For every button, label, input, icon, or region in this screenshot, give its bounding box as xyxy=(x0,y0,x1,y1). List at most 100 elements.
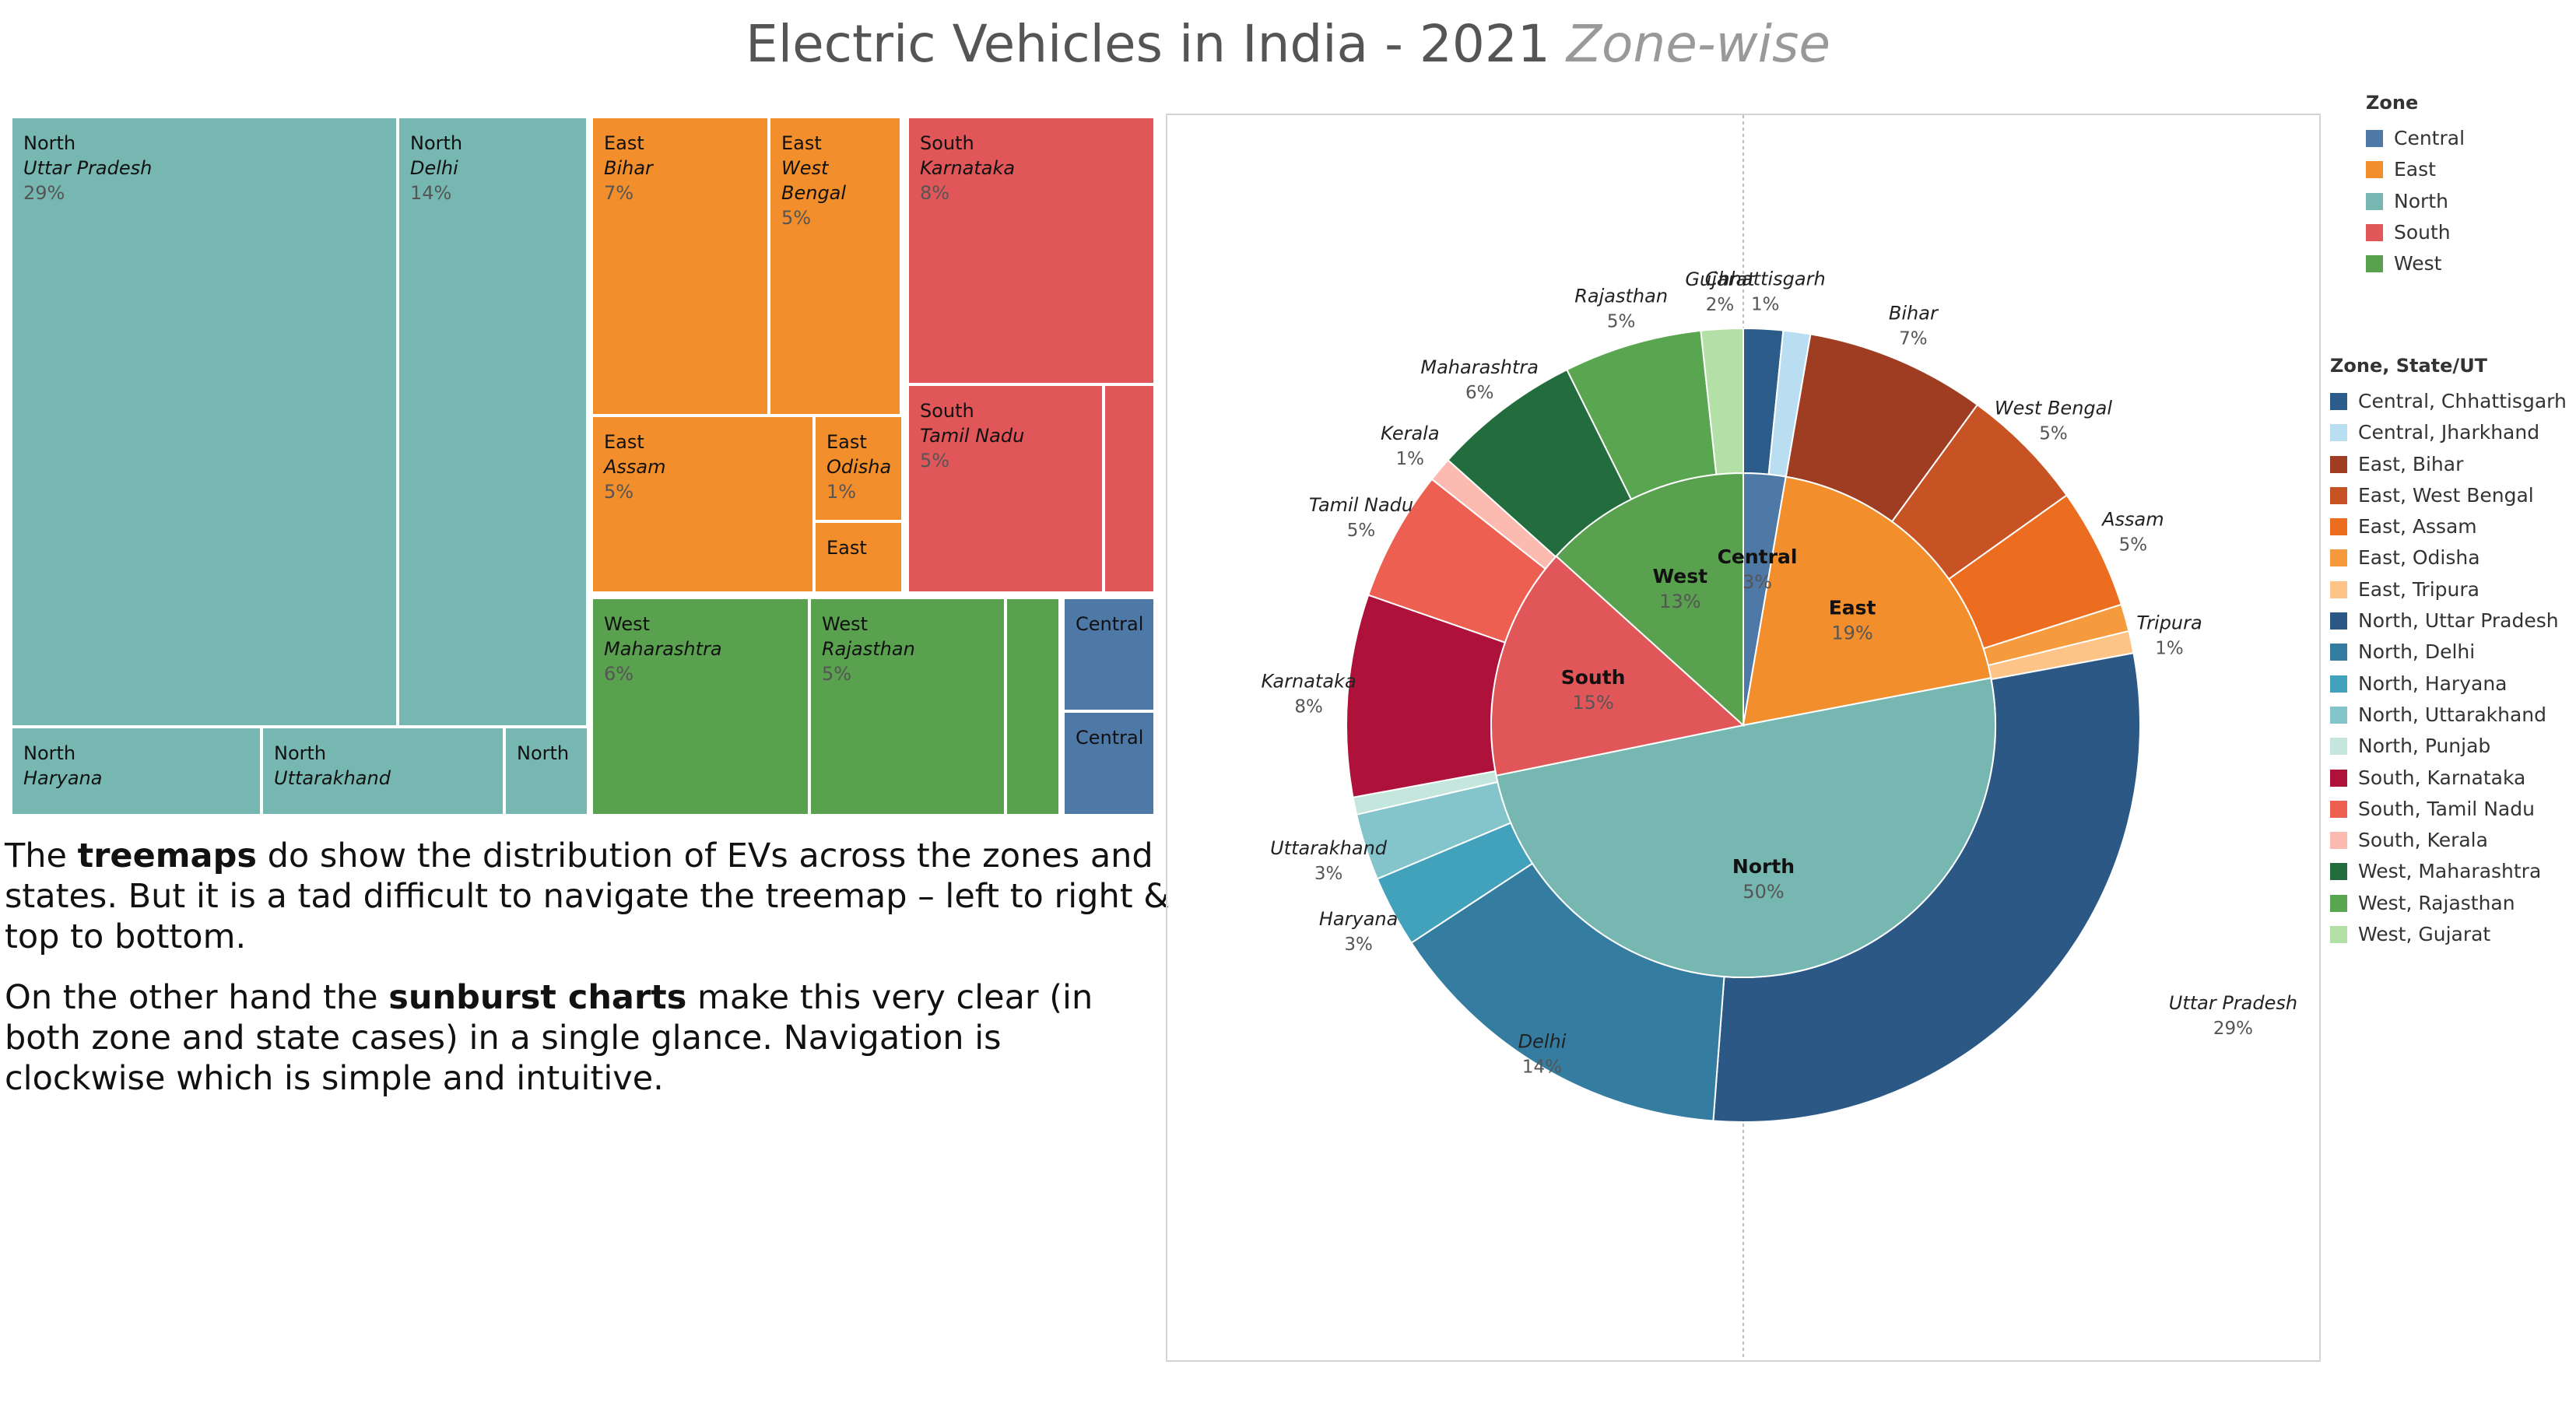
sunburst-inner-pct: 15% xyxy=(1572,692,1613,714)
legend-item: West, Gujarat xyxy=(2330,919,2567,950)
treemap-cell xyxy=(1005,598,1060,815)
legend-swatch xyxy=(2330,486,2347,504)
sunburst-outer-pct: 5% xyxy=(2039,424,2068,444)
legend-label: South, Karnataka xyxy=(2358,766,2526,789)
treemap-pct-label: 14% xyxy=(410,182,452,204)
chart-title-main: Electric Vehicles in India - 2021 xyxy=(746,14,1550,74)
legend-swatch xyxy=(2330,894,2347,912)
sunburst-outer-label: Karnataka xyxy=(1262,671,1356,693)
legend-item: East, Assam xyxy=(2330,511,2567,542)
legend-zone: Zone Central East North South West xyxy=(2366,92,2465,279)
sunburst-outer-pct: 3% xyxy=(1314,864,1343,884)
description-paragraph-1: The treemaps do show the distribution of… xyxy=(5,837,1170,956)
legend-item: West, Maharashtra xyxy=(2330,856,2567,887)
sunburst-inner-slice xyxy=(1490,555,1746,777)
treemap-state-label: Karnataka xyxy=(920,157,1016,179)
chart-title: Electric Vehicles in India - 2021 Zone-w… xyxy=(0,14,2576,74)
treemap-cell: West Maharashtra 6% xyxy=(591,598,809,815)
sunburst-inner-label: North xyxy=(1732,855,1795,878)
legend-label: North, Haryana xyxy=(2358,672,2508,695)
legend-label: West xyxy=(2394,252,2442,275)
treemap-zone-label: North xyxy=(23,742,76,764)
treemap-state-label: Bihar xyxy=(604,157,653,179)
treemap-cell: North xyxy=(504,727,588,815)
treemap-cell: North Uttarakhand xyxy=(261,727,504,815)
treemap-cell: North Haryana xyxy=(11,727,261,815)
legend-swatch xyxy=(2330,518,2347,536)
legend-swatch xyxy=(2330,424,2347,442)
legend-item: North, Delhi xyxy=(2330,637,2567,668)
treemap-zone-label: Central xyxy=(1076,727,1144,749)
treemap-state-label: Haryana xyxy=(23,767,103,789)
treemap-cell: East West Bengal 5% xyxy=(769,117,901,416)
legend-label: Central xyxy=(2394,127,2465,149)
treemap-state-label: Odisha xyxy=(826,456,892,478)
treemap-cell: Central xyxy=(1063,711,1155,815)
sunburst-inner-slice xyxy=(1495,677,1996,978)
legend-label: East, Bihar xyxy=(2358,452,2464,475)
treemap-pct-label: 7% xyxy=(604,182,634,204)
legend-label: North, Uttar Pradesh xyxy=(2358,609,2559,633)
legend-item: South, Tamil Nadu xyxy=(2330,794,2567,825)
treemap-pct-label: 1% xyxy=(826,481,857,503)
description: The treemaps do show the distribution of… xyxy=(5,836,1172,1119)
treemap-pct-label: 5% xyxy=(604,481,634,503)
legend-swatch xyxy=(2330,549,2347,567)
legend-label: South xyxy=(2394,220,2451,244)
legend-swatch xyxy=(2330,393,2347,410)
sunburst-inner-pct: 3% xyxy=(1742,571,1772,593)
legend-swatch xyxy=(2330,612,2347,630)
legend-label: North, Delhi xyxy=(2358,640,2476,664)
treemap-pct-label: 8% xyxy=(920,182,950,204)
treemap-zone-label: West xyxy=(604,613,651,635)
legend-label: North, Punjab xyxy=(2358,735,2491,758)
treemap-cell: North Delhi 14% xyxy=(398,117,588,727)
sunburst-outer-pct: 29% xyxy=(2213,1019,2253,1039)
treemap-cell: Central xyxy=(1063,598,1155,711)
legend-swatch xyxy=(2366,255,2383,273)
legend-swatch xyxy=(2330,863,2347,881)
legend-swatch xyxy=(2330,800,2347,818)
legend-swatch xyxy=(2330,926,2347,944)
treemap-zone-label: East xyxy=(826,431,867,453)
treemap-state-label: Uttarakhand xyxy=(274,767,391,789)
sunburst-outer-pct: 8% xyxy=(1294,697,1323,717)
treemap-pct-label: 29% xyxy=(23,182,65,204)
sunburst-inner-label: Central xyxy=(1718,545,1798,568)
treemap-zone-label: South xyxy=(920,132,974,154)
legend-item: West xyxy=(2366,248,2465,279)
sunburst-outer-pct: 2% xyxy=(1706,295,1735,315)
legend-swatch xyxy=(2330,455,2347,473)
treemap-pct-label: 5% xyxy=(822,663,852,685)
sunburst-inner-label: East xyxy=(1829,596,1876,619)
sunburst-outer-pct: 1% xyxy=(1396,449,1425,469)
treemap-zone-label: North xyxy=(274,742,327,764)
sunburst-outer-label: Delhi xyxy=(1518,1030,1567,1052)
treemap-state-label: West Bengal xyxy=(781,157,847,204)
sunburst-outer-label: Tripura xyxy=(2136,612,2202,634)
sunburst-outer-label: West Bengal xyxy=(1995,398,2112,419)
treemap-cell: North Uttar Pradesh 29% xyxy=(11,117,398,727)
sunburst-outer-pct: 14% xyxy=(1522,1057,1562,1077)
treemap-state-label: Maharashtra xyxy=(604,638,722,660)
legend-label: Central, Jharkhand xyxy=(2358,421,2540,444)
sunburst-outer-label: Rajasthan xyxy=(1574,285,1668,307)
sunburst-outer-label: Uttar Pradesh xyxy=(2169,992,2297,1014)
legend-item: West, Rajasthan xyxy=(2330,888,2567,919)
chart-subtitle: Zone-wise xyxy=(1566,14,1830,74)
legend-swatch xyxy=(2330,706,2347,724)
legend-label: East xyxy=(2394,158,2436,181)
treemap-state-label: Uttar Pradesh xyxy=(23,157,153,179)
legend-zone-title: Zone xyxy=(2366,92,2419,114)
sunburst-outer-label: Chhattisgarh xyxy=(1705,268,1826,290)
legend-swatch xyxy=(2330,580,2347,598)
legend-item: East, Tripura xyxy=(2330,574,2567,605)
legend-label: East, Tripura xyxy=(2358,577,2479,601)
legend-item: South, Karnataka xyxy=(2330,763,2567,794)
legend-swatch xyxy=(2366,192,2383,210)
treemap-pct-label: 6% xyxy=(604,663,634,685)
treemap-pct-label: 5% xyxy=(781,207,812,229)
legend-label: East, West Bengal xyxy=(2358,483,2534,507)
treemap-pct-label: 5% xyxy=(920,450,950,472)
